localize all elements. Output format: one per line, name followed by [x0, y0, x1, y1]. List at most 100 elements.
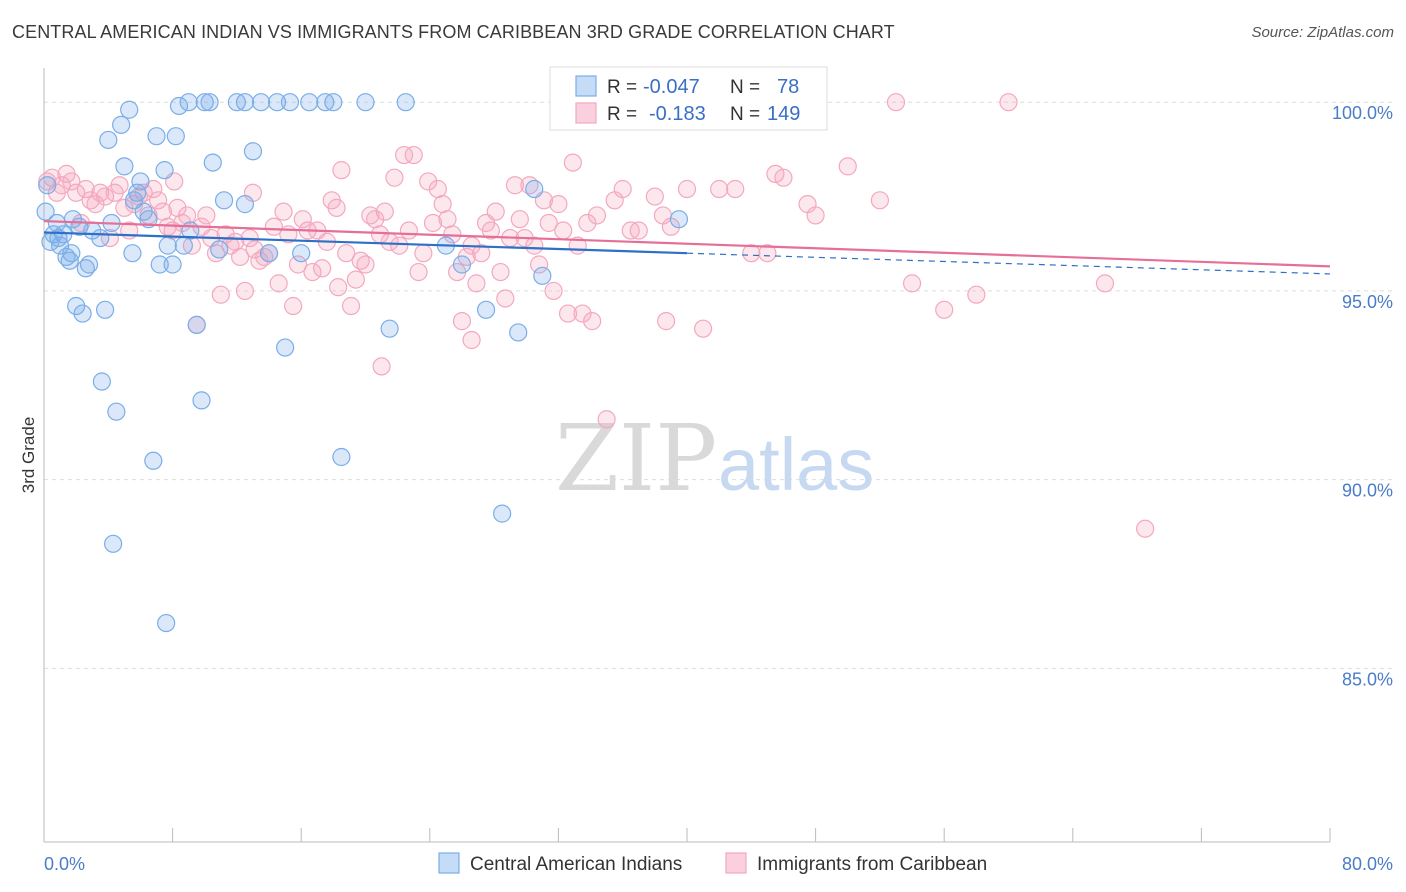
point-s1-145	[766, 164, 785, 184]
point-s1-41	[235, 281, 255, 301]
point-s0-43	[203, 153, 222, 172]
point-s0-64	[452, 255, 472, 274]
legend-r-label-0: R =	[607, 77, 637, 98]
axes	[43, 68, 1331, 843]
point-s1-86	[452, 312, 472, 331]
point-s0-70	[669, 210, 689, 229]
point-s1-125	[710, 179, 729, 199]
point-s1-95	[496, 289, 515, 308]
point-s1-74	[394, 145, 414, 165]
point-s1-132	[870, 191, 890, 210]
point-s1-105	[544, 281, 563, 301]
watermark-zip: ZIP	[555, 405, 717, 512]
data-points	[36, 93, 1155, 633]
point-s1-61	[332, 161, 351, 180]
point-s0-23	[120, 100, 139, 119]
point-s1-147	[967, 285, 986, 304]
y-tick-label-3: 85.0%	[1342, 669, 1393, 689]
point-s1-146	[798, 195, 817, 214]
point-s0-33	[158, 236, 177, 255]
point-s1-113	[583, 312, 602, 331]
point-s1-55	[303, 262, 322, 282]
point-s1-83	[438, 210, 457, 229]
point-s0-48	[235, 93, 255, 112]
point-s1-20	[134, 183, 153, 202]
point-s1-5	[62, 172, 81, 191]
point-s0-42	[200, 93, 219, 112]
point-s0-44	[210, 240, 229, 259]
point-s0-45	[214, 191, 234, 210]
y-tick-label-1: 95.0%	[1342, 292, 1393, 312]
point-s0-69	[533, 266, 552, 285]
point-s1-90	[472, 244, 491, 263]
point-s0-53	[276, 338, 295, 357]
point-s0-73	[92, 372, 111, 391]
point-s1-72	[385, 168, 404, 187]
point-s0-39	[187, 315, 206, 334]
point-s0-37	[174, 236, 193, 255]
point-s1-128	[758, 244, 777, 263]
point-s1-29	[177, 206, 197, 225]
point-s1-43	[245, 240, 264, 259]
point-s1-12	[95, 187, 115, 206]
point-s1-53	[293, 210, 312, 229]
point-s1-66	[356, 255, 375, 274]
point-s0-58	[324, 93, 343, 112]
legend-r-label-1: R =	[607, 104, 637, 125]
point-s1-63	[341, 296, 361, 316]
point-s0-62	[396, 93, 415, 112]
point-s1-127	[742, 244, 761, 263]
point-s0-34	[163, 255, 182, 274]
point-s1-107	[554, 221, 573, 240]
point-s0-74	[62, 244, 81, 263]
point-s1-70	[375, 202, 394, 221]
legend-n-label-0: N =	[730, 77, 760, 98]
point-s1-23	[149, 191, 168, 210]
point-s1-89	[467, 274, 486, 293]
point-s0-38	[179, 93, 198, 112]
point-s0-26	[131, 172, 150, 191]
legend-n-value-0: 78	[777, 76, 799, 98]
point-s1-126	[726, 179, 745, 199]
point-s0-60	[356, 93, 375, 112]
watermark-atlas: atlas	[718, 423, 874, 506]
point-s1-124	[693, 319, 713, 338]
point-s1-16	[115, 198, 134, 217]
point-s1-94	[491, 262, 510, 282]
point-s1-137	[1136, 519, 1155, 538]
point-s0-29	[144, 451, 163, 470]
legend-swatch-blue	[575, 75, 597, 97]
point-s0-32	[155, 161, 174, 180]
point-s0-16	[91, 228, 110, 248]
trend-line-1	[43, 219, 1331, 268]
point-s1-78	[414, 244, 433, 263]
point-s1-97	[505, 176, 525, 195]
point-s1-57	[312, 259, 332, 278]
point-s0-49	[243, 142, 263, 161]
point-s1-3	[52, 176, 71, 195]
point-s0-8	[60, 251, 79, 270]
legend-n-value-1: 149	[767, 103, 800, 125]
point-s0-61	[380, 319, 399, 338]
bottom-legend-swatch-pink	[725, 852, 747, 874]
point-s1-76	[404, 145, 423, 165]
y-axis-label: 3rd Grade	[19, 417, 38, 494]
point-s1-93	[486, 202, 505, 221]
bottom-legend-label-0: Central American Indians	[470, 854, 682, 875]
point-s1-77	[409, 262, 428, 282]
point-s0-67	[509, 323, 528, 342]
point-s1-117	[613, 179, 632, 199]
point-s1-114	[587, 206, 607, 225]
point-s1-8	[76, 179, 95, 199]
trend-lines	[43, 219, 1331, 275]
point-s1-136	[1095, 274, 1115, 293]
legend-r-value-0: -0.047	[643, 76, 700, 98]
point-s1-101	[525, 236, 544, 255]
point-s0-41	[195, 93, 214, 112]
legend-box: R = -0.047 N = 78 R = -0.183 N = 149	[549, 66, 828, 131]
point-s1-98	[510, 210, 529, 229]
point-s1-131	[838, 157, 857, 176]
x-tick-labels: 0.0% 80.0%	[44, 854, 1393, 874]
point-s1-104	[539, 213, 558, 233]
